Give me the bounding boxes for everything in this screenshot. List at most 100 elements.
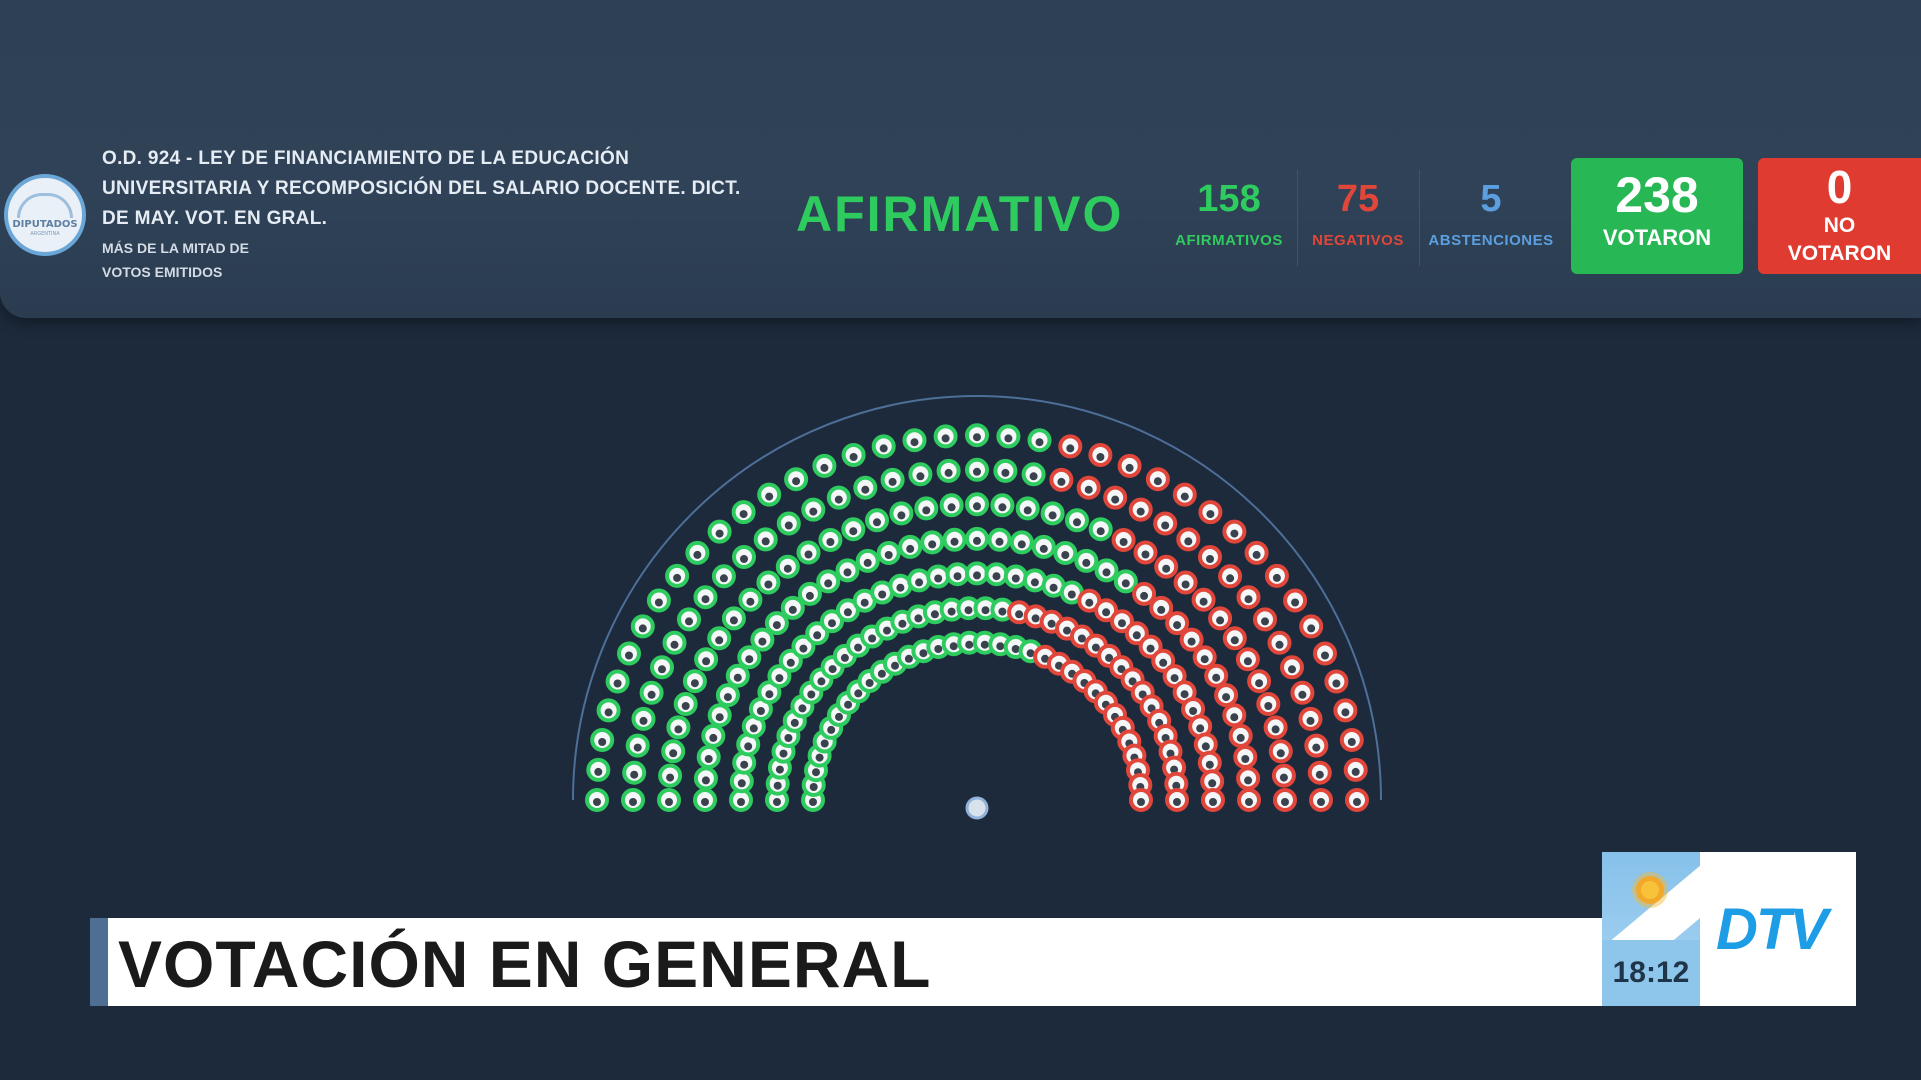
seat-avatar-icon — [1222, 693, 1231, 702]
seat-avatar-icon — [1001, 468, 1010, 477]
seat-avatar-icon — [749, 724, 758, 733]
seat-avatar-icon — [934, 645, 943, 653]
seat-avatar-icon — [1236, 733, 1245, 742]
seat-avatar-icon — [739, 510, 748, 519]
seat-avatar-icon — [665, 798, 673, 806]
logo-subtext: ARGENTINA — [30, 231, 60, 237]
seat-avatar-icon — [1184, 537, 1193, 546]
seat-avatar-icon — [701, 776, 710, 785]
seat-avatar-icon — [1172, 781, 1181, 790]
sun-of-may-icon — [1636, 876, 1664, 904]
seat-avatar-icon — [973, 433, 981, 442]
seat-avatar-icon — [1209, 798, 1217, 806]
seat-avatar-icon — [1261, 617, 1269, 626]
bill-title-line-2: UNIVERSITARIA Y RECOMPOSICIÓN DEL SALARI… — [102, 178, 741, 199]
president-seat — [965, 796, 989, 820]
seat-avatar-icon — [844, 700, 853, 709]
seat-avatar-icon — [868, 634, 877, 643]
seat-avatar-icon — [715, 529, 724, 538]
seat-avatar-icon — [669, 749, 678, 758]
seat-avatar-icon — [758, 637, 767, 646]
seat-avatar-icon — [1161, 521, 1170, 530]
seat-avatar-icon — [953, 572, 962, 581]
seat-avatar-icon — [1066, 444, 1075, 453]
seat-avatar-icon — [733, 673, 742, 682]
seat-avatar-icon — [790, 718, 799, 727]
seat-avatar-icon — [934, 574, 943, 583]
seat-avatar-icon — [772, 621, 781, 630]
seat-avatar-icon — [1230, 713, 1239, 722]
seat-avatar-icon — [1132, 631, 1141, 640]
seat-avatar-icon — [1085, 598, 1094, 607]
seat-avatar-icon — [681, 702, 690, 710]
seat-avatar-icon — [820, 739, 829, 748]
seat-avatar-icon — [1206, 510, 1215, 519]
seat-avatar-icon — [922, 506, 931, 515]
stat-divider — [1419, 170, 1420, 266]
seat-avatar-icon — [849, 527, 858, 536]
seat-avatar-icon — [854, 689, 863, 698]
votaron-count: 238 — [1615, 167, 1699, 223]
seat-avatar-icon — [888, 477, 897, 486]
seat-avatar-icon — [740, 760, 749, 769]
seat-avatar-icon — [1307, 624, 1316, 633]
seat-avatar-icon — [693, 550, 702, 559]
stat-divider — [1297, 170, 1298, 266]
seat-avatar-icon — [1243, 657, 1252, 666]
seat-avatar-icon — [804, 550, 813, 559]
seat-avatar-icon — [775, 765, 784, 774]
seat-avatar-icon — [779, 749, 788, 758]
seat-avatar-icon — [719, 574, 728, 583]
seat-avatar-icon — [919, 649, 928, 658]
seat-avatar-icon — [824, 579, 833, 588]
seat-avatar-icon — [973, 467, 981, 476]
seat-avatar-icon — [638, 624, 647, 633]
seat-avatar-icon — [1125, 463, 1134, 472]
seat-avatar-icon — [1306, 716, 1315, 725]
seat-avatar-icon — [1017, 540, 1026, 549]
diputados-logo: DIPUTADOS ARGENTINA — [4, 174, 86, 256]
seat-avatar-icon — [1279, 773, 1288, 782]
seat-avatar-icon — [995, 537, 1004, 546]
seat-avatar-icon — [783, 564, 792, 573]
seat-avatar-icon — [1264, 702, 1273, 710]
seat-avatar-icon — [709, 733, 718, 742]
seat-avatar-icon — [654, 598, 663, 607]
seat-avatar-icon — [1035, 438, 1044, 447]
seat-avatar-icon — [786, 658, 795, 667]
hemicycle-outline — [572, 395, 1382, 801]
seat-avatar-icon — [805, 591, 814, 600]
seat-avatar-icon — [1162, 564, 1171, 573]
seat-avatar-icon — [1026, 649, 1035, 658]
seat-avatar-icon — [879, 444, 888, 453]
seat-avatar-icon — [950, 537, 959, 546]
seat-avatar-icon — [1341, 708, 1350, 717]
seat-avatar-icon — [1216, 616, 1225, 625]
seat-avatar-icon — [756, 707, 765, 715]
seat-avatar-icon — [1230, 529, 1239, 538]
seat-avatar-icon — [914, 614, 923, 623]
negativos-label: NEGATIVOS — [1312, 232, 1404, 249]
seat-avatar-icon — [981, 606, 990, 615]
seat-avatar-icon — [715, 713, 724, 722]
seat-avatar-icon — [598, 738, 607, 746]
seat-avatar-icon — [906, 544, 915, 553]
seat-avatar-icon — [647, 690, 656, 699]
seat-avatar-icon — [1102, 608, 1111, 617]
seat-avatar-icon — [737, 798, 745, 806]
seat-avatar-icon — [1317, 798, 1325, 806]
seat-avatar-icon — [1041, 654, 1050, 663]
seat-avatar-icon — [1347, 738, 1356, 746]
seat-avatar-icon — [1252, 550, 1261, 559]
seat-avatar-icon — [1173, 621, 1182, 630]
seat-avatar-icon — [1029, 472, 1038, 481]
lower-third-title: VOTACIÓN EN GENERAL — [118, 927, 932, 1001]
seat-avatar-icon — [1288, 665, 1296, 674]
seat-avatar-icon — [812, 768, 820, 777]
seat-avatar-icon — [744, 742, 753, 751]
votaron-label: VOTARON — [1602, 225, 1712, 250]
seat-avatar-icon — [1061, 551, 1070, 559]
seat-avatar-icon — [784, 734, 793, 742]
seat-avatar-icon — [1200, 655, 1209, 664]
seat-avatar-icon — [1230, 636, 1239, 645]
